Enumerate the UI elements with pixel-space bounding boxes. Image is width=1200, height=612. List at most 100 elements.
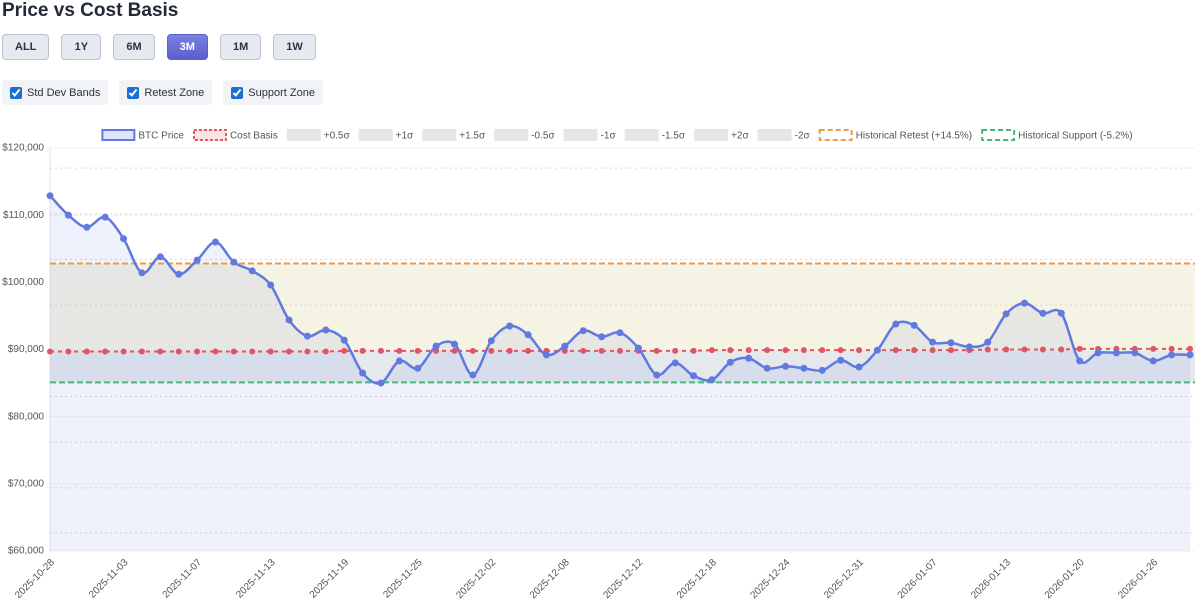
legend-label: Cost Basis [230,131,278,142]
price-point [487,337,495,345]
price-point [1094,349,1102,357]
range-button[interactable]: ALL [2,34,50,60]
price-point [800,364,808,372]
y-tick-label: $60,000 [8,546,45,557]
cost-basis-point [561,347,568,354]
legend-label: -1.5σ [662,131,686,142]
price-point [1186,351,1194,359]
cost-basis-point [1021,346,1028,353]
price-point [579,327,587,335]
price-point [303,332,311,340]
price-point [634,344,642,352]
cost-basis-point [653,347,660,354]
cost-basis-point [506,347,513,354]
price-point [690,372,698,380]
legend-swatch [101,129,136,141]
checkbox[interactable] [127,86,140,99]
price-point [156,253,164,261]
price-point [101,213,109,221]
range-button[interactable]: 1M [219,34,262,60]
price-point [745,354,753,362]
price-point [138,269,146,277]
cost-basis-point [800,347,807,354]
cost-basis-point [212,348,219,355]
cost-basis-point [120,348,127,355]
checkbox[interactable] [10,86,22,99]
price-point [855,363,863,371]
legend-swatch [818,129,853,141]
cost-basis-point [1187,345,1193,352]
price-point [46,192,54,200]
toggle[interactable]: Retest Zone [119,80,213,105]
cost-basis-point [947,347,954,354]
cost-basis-point [396,347,403,354]
range-button[interactable]: 1W [273,34,316,60]
cost-basis-point [856,347,863,354]
price-point [414,364,422,372]
legend-swatch [192,129,227,141]
support-zone [50,350,1195,383]
cost-basis-point [414,347,421,354]
cost-basis-point [433,347,440,354]
price-point [1039,309,1047,317]
cost-basis-point [892,347,899,354]
price-point [193,256,201,264]
x-tick-label: 2025-11-07 [161,557,205,601]
cost-basis-point [837,347,844,354]
cost-basis-point [672,347,679,354]
legend-label: +1σ [396,131,414,142]
cost-basis-point [175,348,182,355]
price-point [837,356,845,364]
x-tick-label: 2026-01-20 [1043,557,1087,601]
cost-basis-point [1039,346,1046,353]
price-point [377,379,385,387]
y-tick-label: $100,000 [2,277,44,288]
cost-basis-point [451,347,458,354]
cost-basis-point [322,348,329,355]
range-button[interactable]: 3M [166,34,208,60]
x-tick-label: 2025-12-08 [528,557,572,601]
price-point [561,342,569,350]
price-point [64,211,72,219]
price-point [1057,309,1065,317]
x-tick-label: 2025-12-02 [454,557,498,601]
price-point [598,333,606,341]
cost-basis-point [286,348,293,355]
x-tick-label: 2025-12-12 [601,557,645,601]
checkbox[interactable] [231,86,244,99]
x-tick-label: 2025-12-31 [822,557,866,601]
legend-swatch [624,129,659,141]
price-point [910,321,918,329]
legend-swatch [563,129,598,141]
price-point [1168,351,1176,359]
x-tick-label: 2026-01-26 [1116,557,1160,601]
y-tick-label: $70,000 [8,478,45,489]
x-tick-label: 2025-11-13 [234,557,278,601]
price-point [542,351,550,359]
page-title: Price vs Cost Basis [2,0,179,21]
price-point [524,331,532,339]
toggle[interactable]: Std Dev Bands [2,80,109,105]
price-point [285,316,293,324]
legend-label: +2σ [731,131,749,142]
cost-basis-point [984,346,991,353]
y-tick-label: $110,000 [3,210,44,221]
cost-basis-point [1168,345,1175,352]
cost-basis-point [745,347,752,354]
toggle-label: Std Dev Bands [27,86,101,99]
cost-basis-point [267,348,274,355]
cost-basis-point [138,348,145,355]
toggle[interactable]: Support Zone [223,80,323,105]
price-point [359,369,367,377]
legend-swatch [694,129,729,141]
price-point [267,281,275,289]
price-point [469,371,477,379]
range-button[interactable]: 1Y [61,34,102,60]
cost-basis-point [341,347,348,354]
legend-swatch [494,129,529,141]
range-button[interactable]: 6M [113,34,155,60]
price-point [506,322,514,330]
price-point [211,238,219,246]
price-point [763,364,771,372]
